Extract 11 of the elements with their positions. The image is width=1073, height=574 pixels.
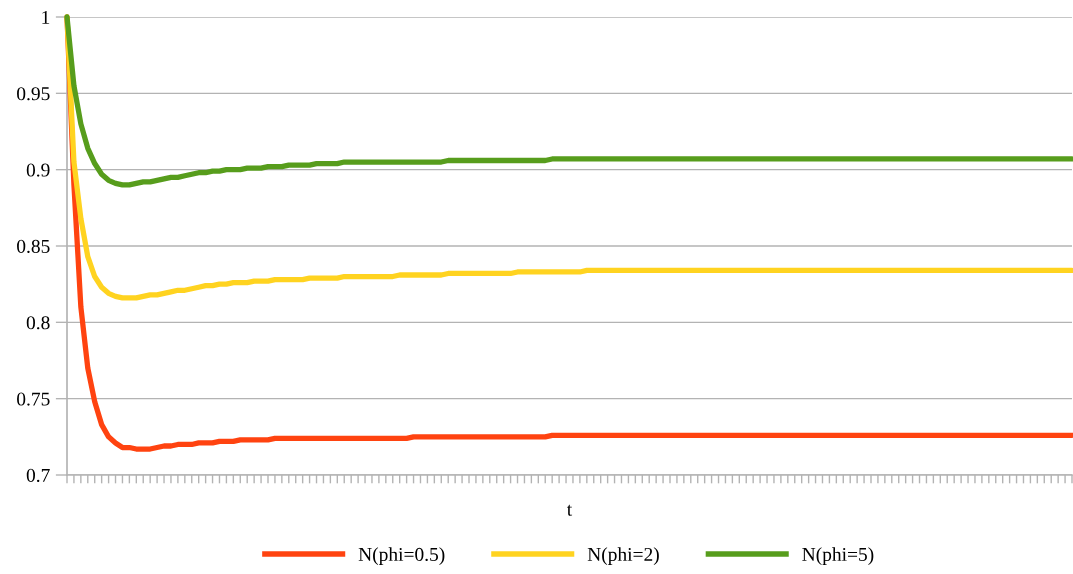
y-tick-label: 0.9 [26,163,50,177]
x-axis-title: t [566,504,573,516]
legend-label: N(phi=5) [802,547,874,565]
y-tick-label: 0.7 [26,468,50,483]
y-tick-label: 1 [42,10,50,24]
legend-label: N(phi=0.5) [358,547,445,565]
y-tick-label: 0.85 [17,239,50,254]
y-tick-label: 0.95 [17,87,50,101]
legend-label: N(phi=2) [587,547,659,565]
y-tick-label: 0.75 [17,392,50,406]
y-tick-label: 0.8 [26,316,50,330]
